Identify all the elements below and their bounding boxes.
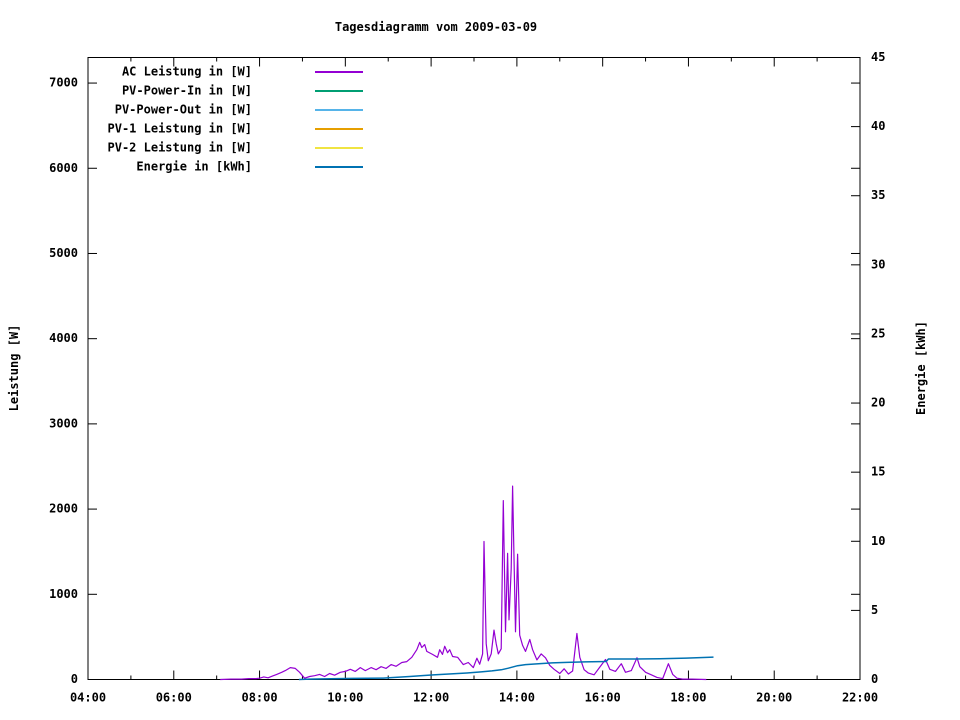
y2-tick-label: 0: [871, 672, 878, 686]
x-tick-label: 12:00: [413, 691, 449, 705]
series-line-energie-in-kwh: [298, 656, 714, 681]
y2-tick-label: 10: [871, 534, 885, 548]
y2-tick-label: 25: [871, 326, 885, 340]
y2-tick-label: 45: [871, 50, 885, 64]
chart-title: Tagesdiagramm vom 2009-03-09: [334, 20, 538, 34]
legend-label: PV-Power-Out in [W]: [115, 103, 252, 117]
y1-tick-label: 2000: [49, 502, 78, 516]
y2-tick-label: 15: [871, 465, 885, 479]
y2-tick-label: 30: [871, 257, 885, 271]
y1-tick-label: 4000: [49, 331, 78, 345]
legend-label: AC Leistung in [W]: [122, 65, 252, 79]
x-tick-label: 06:00: [156, 691, 192, 705]
legend-label: PV-Power-In in [W]: [122, 84, 252, 98]
x-tick-label: 04:00: [70, 691, 106, 705]
y2-tick-label: 20: [871, 396, 885, 410]
y1-tick-label: 3000: [49, 416, 78, 430]
y2-tick-label: 35: [871, 188, 885, 202]
y2-tick-label: 40: [871, 119, 885, 133]
x-tick-label: 22:00: [842, 691, 878, 705]
y1-tick-label: 1000: [49, 587, 78, 601]
y2-tick-label: 5: [871, 603, 878, 617]
x-tick-label: 18:00: [670, 691, 706, 705]
x-tick-label: 08:00: [241, 691, 277, 705]
x-tick-label: 14:00: [499, 691, 535, 705]
x-tick-label: 20:00: [756, 691, 792, 705]
y1-tick-label: 5000: [49, 246, 78, 260]
legend-label: PV-1 Leistung in [W]: [108, 122, 253, 136]
x-tick-label: 10:00: [327, 691, 363, 705]
x-tick-label: 16:00: [585, 691, 621, 705]
series-line-ac-leistung-in-w: [220, 485, 707, 681]
legend-label: Energie in [kWh]: [136, 160, 252, 174]
y1-tick-label: 7000: [49, 76, 78, 90]
y1-tick-label: 6000: [49, 161, 78, 175]
legend-label: PV-2 Leistung in [W]: [108, 141, 253, 155]
y1-tick-label: 0: [71, 672, 78, 686]
